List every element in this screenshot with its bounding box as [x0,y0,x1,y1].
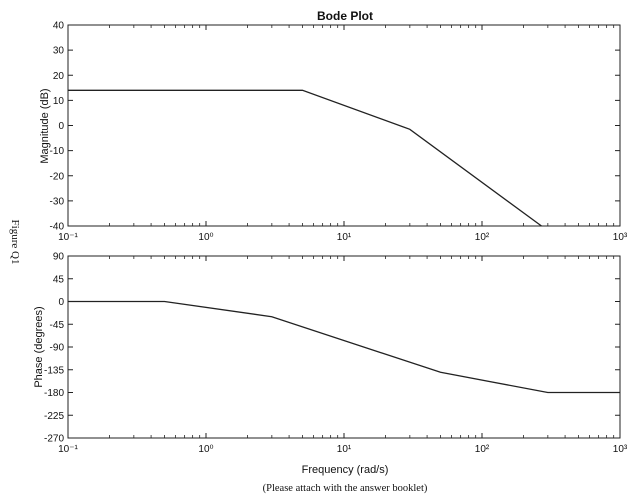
frequency-x-axis-label: Frequency (rad/s) [302,464,389,476]
x-tick-label: 10³ [613,232,628,243]
phase-y-axis-label: Phase (degrees) [33,306,45,387]
series-line [68,89,542,227]
x-tick-label: 10⁰ [198,444,213,455]
y-tick-label: -90 [50,343,65,354]
y-tick-label: 30 [53,46,65,57]
y-tick-label: -225 [44,411,64,422]
x-tick-label: 10¹ [337,444,352,455]
y-tick-label: 90 [53,252,65,263]
x-tick-label: 10⁻¹ [58,232,78,243]
x-tick-label: 10² [475,444,490,455]
y-tick-label: -45 [50,320,65,331]
plot-area-frame [67,24,621,227]
chart-title: Bode Plot [317,9,373,23]
magnitude-y-axis-label: Magnitude (dB) [39,88,51,163]
y-tick-label: -270 [44,434,64,445]
y-tick-label: -180 [44,388,64,399]
plot-area-frame [67,255,621,439]
y-tick-label: -40 [50,222,65,233]
y-tick-label: 20 [53,71,65,82]
y-tick-label: 0 [58,121,64,132]
x-tick-label: 10⁻¹ [58,444,78,455]
y-tick-label: -20 [50,171,65,182]
y-tick-label: 40 [53,21,65,32]
x-tick-label: 10² [475,232,490,243]
figure-side-label: Figure Q1 [9,220,21,265]
y-tick-label: -30 [50,196,65,207]
y-tick-label: 10 [53,96,65,107]
footer-note: (Please attach with the answer booklet) [263,483,428,494]
x-tick-label: 10³ [613,444,628,455]
series-line [68,300,620,394]
y-tick-label: -135 [44,365,64,376]
y-tick-label: 0 [58,297,64,308]
y-tick-label: 45 [53,274,65,285]
x-tick-label: 10¹ [337,232,352,243]
x-tick-label: 10⁰ [198,232,213,243]
y-tick-label: -10 [50,146,65,157]
